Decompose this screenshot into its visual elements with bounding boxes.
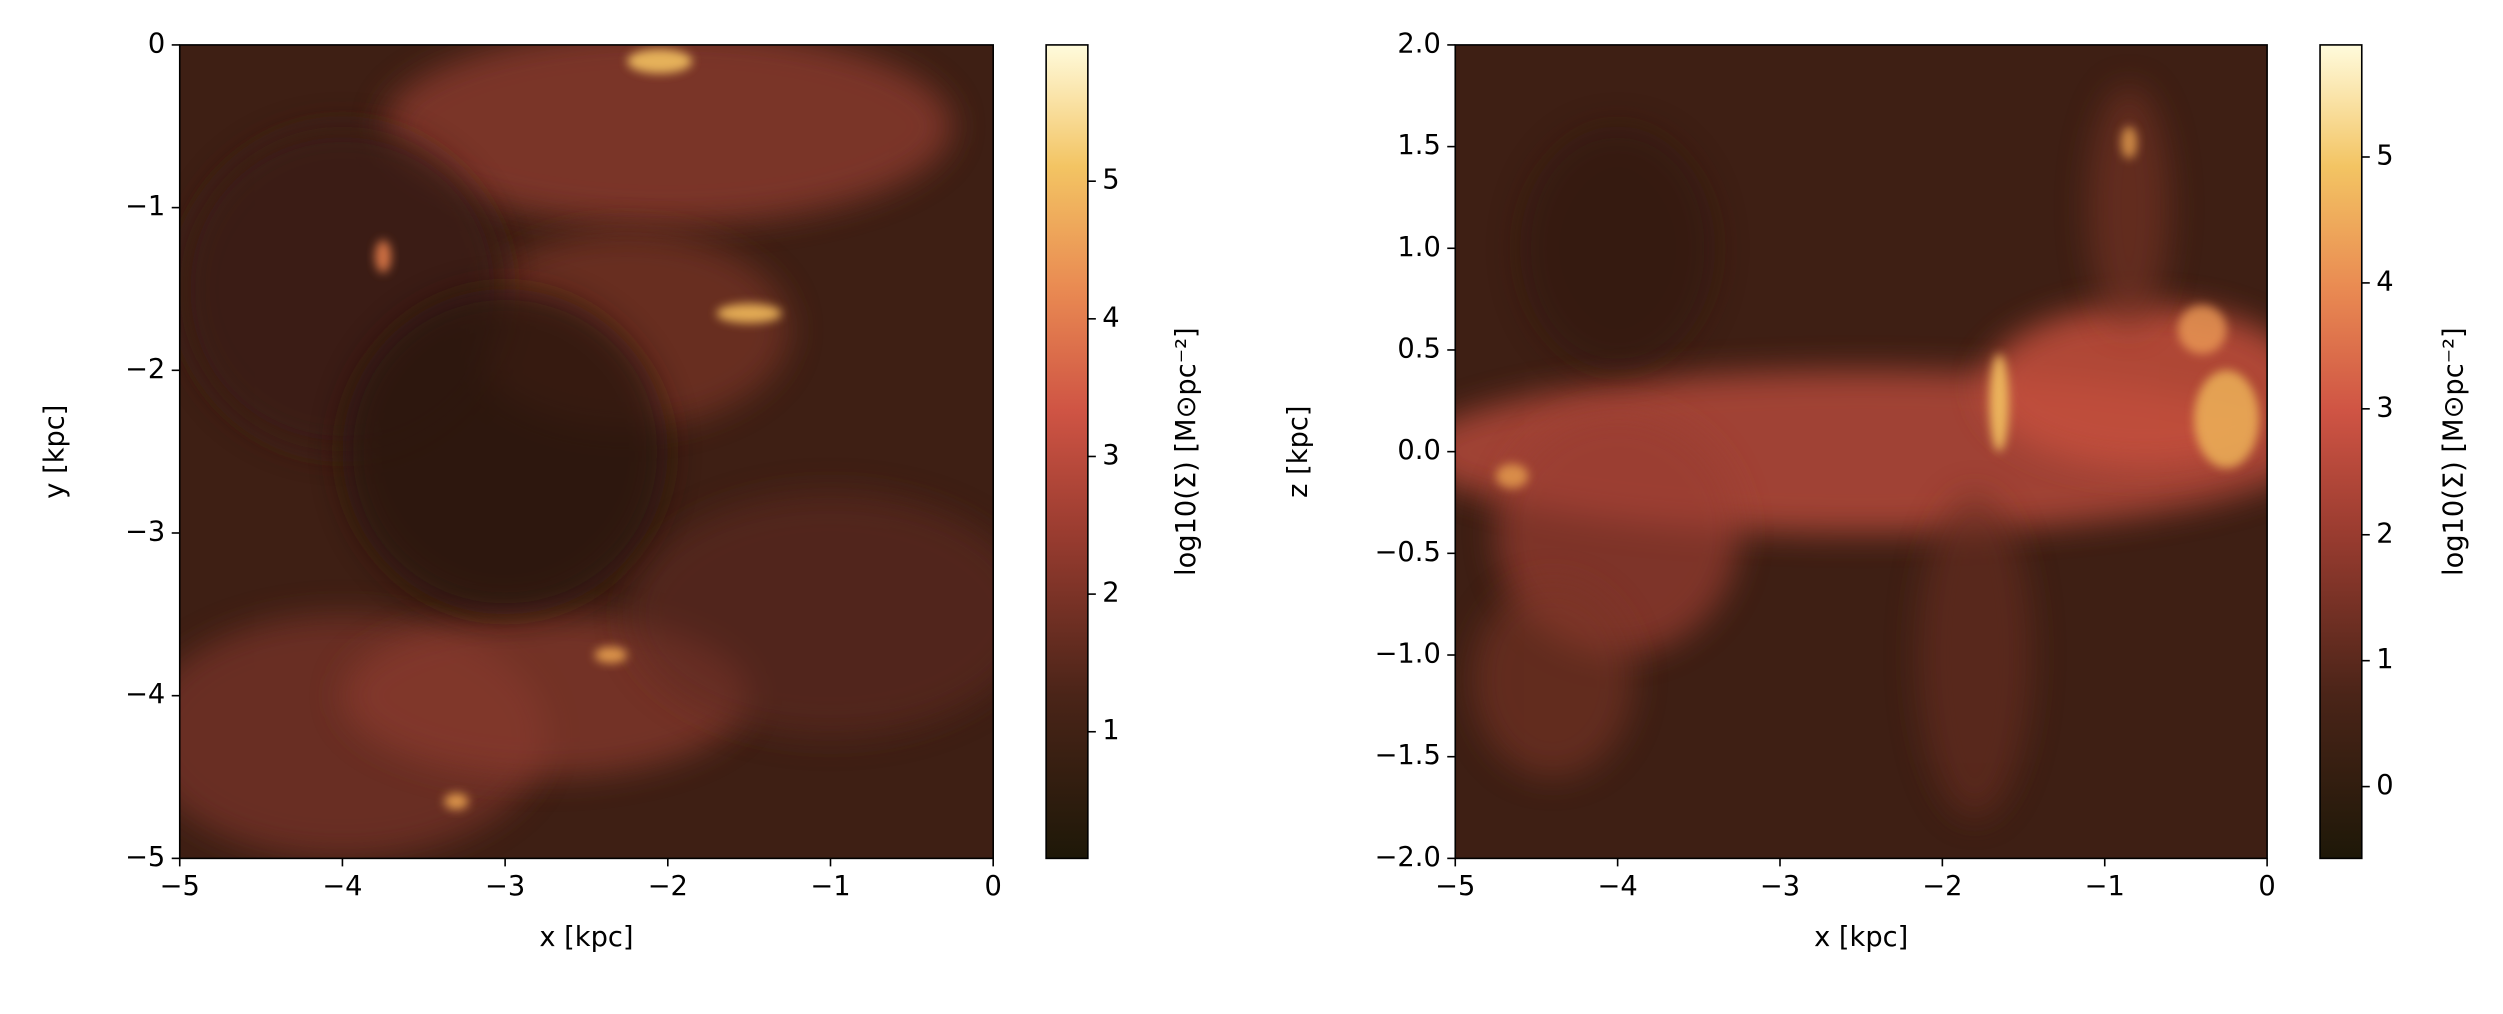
y-tick-label: −2 xyxy=(125,354,165,385)
x-tick-label: −5 xyxy=(1435,871,1475,902)
colorbar-tick-label: 1 xyxy=(2376,644,2393,675)
y-tick-label: 0.0 xyxy=(1397,435,1440,466)
colorbar xyxy=(1045,44,1089,860)
y-tick-label: −1.0 xyxy=(1375,639,1441,670)
x-tick-label: −4 xyxy=(322,871,362,902)
density-feature xyxy=(1495,463,1529,489)
y-tick-label: −2.0 xyxy=(1375,842,1441,873)
x-tick-label: −3 xyxy=(1760,871,1800,902)
y-tick-label: 0 xyxy=(148,28,165,59)
density-feature xyxy=(627,48,693,74)
heatmap xyxy=(179,44,994,859)
colorbar-tick-label: 1 xyxy=(1102,715,1119,746)
x-tick-label: 0 xyxy=(985,871,1002,902)
x-tick-label: −1 xyxy=(2085,871,2125,902)
x-tick-label: −4 xyxy=(1598,871,1638,902)
colorbar-tick-label: 3 xyxy=(1102,440,1119,471)
colorbar-tick-label: 3 xyxy=(2376,392,2393,423)
x-tick-label: 0 xyxy=(2258,871,2275,902)
density-feature xyxy=(1918,492,2032,818)
x-tick-label: −2 xyxy=(648,871,688,902)
colorbar-tick-label: 2 xyxy=(2376,518,2393,549)
density-feature xyxy=(1989,354,2009,452)
density-feature xyxy=(1471,581,1634,778)
colorbar-tick-label: 5 xyxy=(2376,140,2393,171)
y-tick-label: 1.5 xyxy=(1397,130,1440,161)
x-tick-label: −2 xyxy=(1922,871,1962,902)
colorbar-tick-label: 4 xyxy=(1102,302,1119,333)
density-feature xyxy=(2177,305,2227,355)
colorbar-label: log10(Σ) [M⊙pc⁻²] xyxy=(1171,327,1202,576)
y-axis-label: y [kpc] xyxy=(40,405,71,499)
y-axis-label: z [kpc] xyxy=(1283,405,1314,497)
density-feature xyxy=(627,492,994,737)
density-feature xyxy=(2088,85,2170,330)
density-feature xyxy=(2120,126,2138,159)
density-feature xyxy=(716,303,782,324)
density-feature xyxy=(1520,126,1716,371)
colorbar xyxy=(2319,44,2363,860)
y-tick-label: −5 xyxy=(125,842,165,873)
y-tick-label: 2.0 xyxy=(1397,28,1440,59)
y-tick-label: −0.5 xyxy=(1375,537,1441,568)
density-feature xyxy=(594,646,628,664)
density-feature xyxy=(342,288,668,615)
y-tick-label: 0.5 xyxy=(1397,333,1440,364)
x-tick-label: −5 xyxy=(160,871,200,902)
colorbar-tick-label: 0 xyxy=(2376,770,2393,801)
y-tick-label: −1.5 xyxy=(1375,740,1441,771)
density-feature xyxy=(1983,305,2268,468)
axes-frame xyxy=(178,44,994,860)
x-tick-label: −3 xyxy=(485,871,525,902)
density-feature xyxy=(2194,370,2259,468)
density-feature xyxy=(383,44,953,224)
x-axis-label: x [kpc] xyxy=(1814,922,1908,953)
colorbar-label: log10(Σ) [M⊙pc⁻²] xyxy=(2438,327,2469,576)
y-tick-label: −1 xyxy=(125,191,165,222)
colorbar-tick-label: 4 xyxy=(2376,266,2393,297)
heatmap xyxy=(1455,44,2268,859)
x-tick-label: −1 xyxy=(810,871,850,902)
y-tick-label: −4 xyxy=(125,679,165,710)
density-feature xyxy=(444,793,469,810)
y-tick-label: −3 xyxy=(125,516,165,547)
y-tick-label: 1.0 xyxy=(1397,232,1440,263)
density-feature xyxy=(374,240,392,273)
colorbar-tick-label: 5 xyxy=(1102,165,1119,196)
x-axis-label: x [kpc] xyxy=(539,922,633,953)
colorbar-tick-label: 2 xyxy=(1102,578,1119,609)
